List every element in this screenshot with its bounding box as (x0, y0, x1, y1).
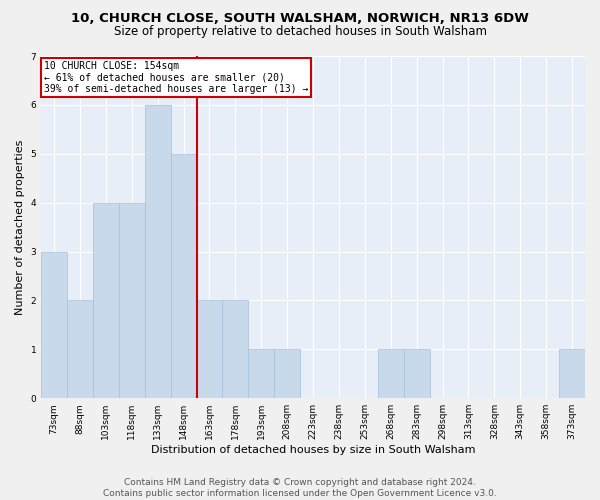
Bar (119, 202, 145, 398)
Text: Size of property relative to detached houses in South Walsham: Size of property relative to detached ho… (113, 25, 487, 38)
Bar (404, 350, 430, 398)
Bar (559, 350, 585, 398)
Y-axis label: Number of detached properties: Number of detached properties (15, 140, 25, 315)
X-axis label: Distribution of detached houses by size in South Walsham: Distribution of detached houses by size … (151, 445, 475, 455)
Bar (145, 105, 170, 398)
Bar (93, 202, 119, 398)
Bar (197, 300, 223, 398)
Bar (274, 350, 300, 398)
Bar (248, 350, 274, 398)
Bar (170, 154, 197, 398)
Text: 10, CHURCH CLOSE, SOUTH WALSHAM, NORWICH, NR13 6DW: 10, CHURCH CLOSE, SOUTH WALSHAM, NORWICH… (71, 12, 529, 26)
Bar (67, 300, 93, 398)
Bar (223, 300, 248, 398)
Text: 10 CHURCH CLOSE: 154sqm
← 61% of detached houses are smaller (20)
39% of semi-de: 10 CHURCH CLOSE: 154sqm ← 61% of detache… (44, 61, 308, 94)
Bar (378, 350, 404, 398)
Bar (41, 252, 67, 398)
Text: Contains HM Land Registry data © Crown copyright and database right 2024.
Contai: Contains HM Land Registry data © Crown c… (103, 478, 497, 498)
